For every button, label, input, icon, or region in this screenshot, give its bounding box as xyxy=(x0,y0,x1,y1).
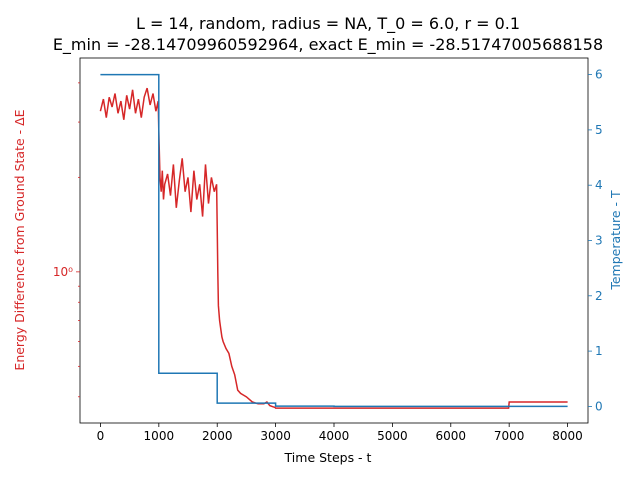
y-left-tick-label: 10⁰ xyxy=(53,265,73,279)
x-tick-label: 6000 xyxy=(436,429,467,443)
y-axis-right-label: Temperature - T xyxy=(608,190,623,291)
y-right-tick-label: 5 xyxy=(595,123,603,137)
x-tick-label: 2000 xyxy=(202,429,233,443)
y-right-tick-label: 1 xyxy=(595,344,603,358)
y-right-tick-label: 4 xyxy=(595,178,603,192)
energy-difference-line xyxy=(99,87,568,409)
x-tick-label: 3000 xyxy=(260,429,291,443)
x-tick-label: 0 xyxy=(97,429,105,443)
x-tick-label: 7000 xyxy=(494,429,525,443)
x-tick-label: 1000 xyxy=(144,429,175,443)
chart-title-line1: L = 14, random, radius = NA, T_0 = 6.0, … xyxy=(136,14,520,34)
axes-layer: 0 1000 2000 3000 4000 5000 6000 7000 8000 0 1 2 3 4 5 6… xyxy=(53,57,603,443)
y-axis-left-label: Energy Difference from Ground State - ΔE xyxy=(12,109,27,370)
chart-title-line2: E_min = -28.14709960592964, exact E_min … xyxy=(53,35,603,55)
y-right-tick-label: 0 xyxy=(595,399,603,413)
temperature-line xyxy=(100,73,568,408)
x-tick-label: 8000 xyxy=(552,429,583,443)
plot-frame xyxy=(79,57,589,424)
x-tick-label: 4000 xyxy=(319,429,350,443)
y-right-tick-label: 3 xyxy=(595,234,603,248)
series-layer xyxy=(99,73,568,409)
y-right-tick-label: 2 xyxy=(595,289,603,303)
x-tick-label: 5000 xyxy=(377,429,408,443)
x-axis-label: Time Steps - t xyxy=(284,450,372,465)
y-right-tick-label: 6 xyxy=(595,68,603,82)
